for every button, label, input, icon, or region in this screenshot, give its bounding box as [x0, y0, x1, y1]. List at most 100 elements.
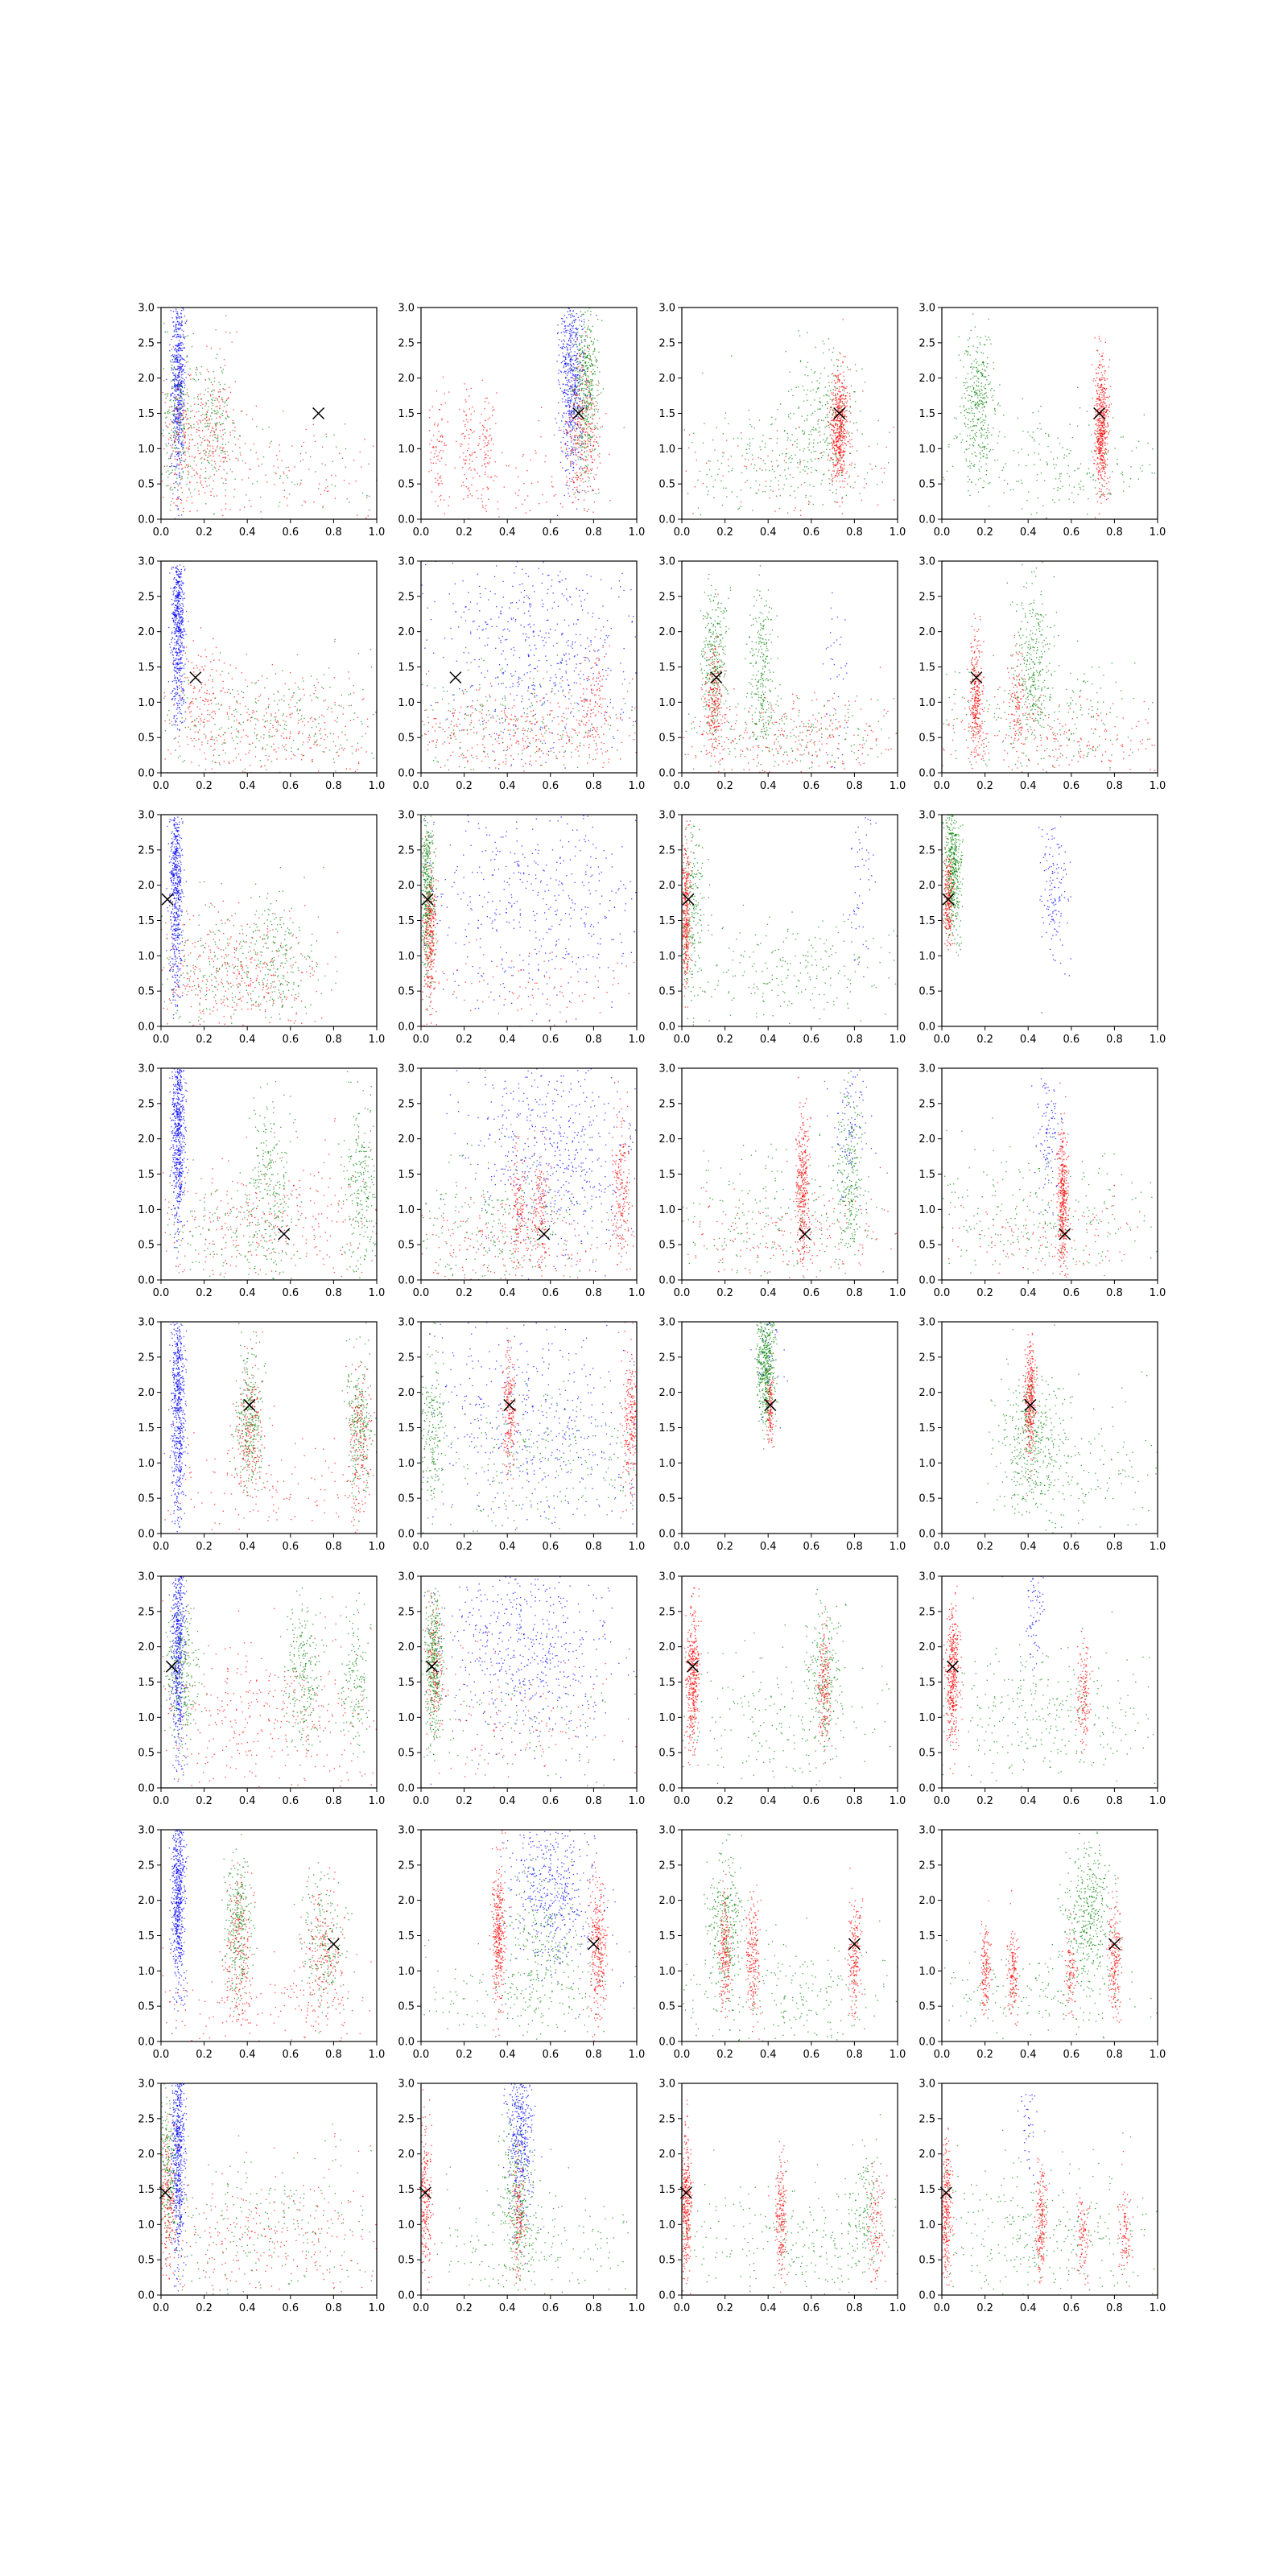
- point: [173, 330, 175, 332]
- point: [1104, 459, 1105, 460]
- point: [562, 506, 564, 508]
- point: [178, 385, 180, 386]
- point: [589, 394, 591, 396]
- point: [190, 374, 192, 376]
- point: [177, 345, 179, 348]
- point: [190, 405, 192, 407]
- point: [580, 407, 582, 409]
- point: [564, 315, 565, 316]
- point: [584, 326, 586, 328]
- point: [570, 355, 572, 357]
- point: [579, 468, 580, 469]
- point: [587, 346, 588, 348]
- point: [842, 361, 844, 362]
- point: [223, 456, 225, 458]
- point: [578, 366, 580, 368]
- point: [471, 495, 473, 497]
- point: [799, 449, 801, 451]
- point: [576, 346, 578, 348]
- point: [984, 398, 985, 399]
- point: [848, 464, 851, 465]
- point: [1099, 449, 1100, 451]
- point: [580, 335, 582, 336]
- point: [584, 460, 587, 461]
- point: [839, 380, 840, 382]
- point: [180, 343, 182, 345]
- point: [225, 478, 227, 480]
- point: [588, 434, 590, 436]
- point: [565, 377, 567, 378]
- point: [574, 399, 576, 401]
- point: [594, 365, 596, 367]
- point: [580, 320, 583, 322]
- point: [565, 346, 568, 348]
- point: [843, 427, 844, 429]
- point: [573, 481, 575, 483]
- point: [196, 374, 197, 376]
- point: [596, 441, 597, 443]
- point: [178, 322, 180, 324]
- point: [845, 494, 847, 497]
- point: [722, 433, 724, 435]
- point: [566, 481, 568, 484]
- point: [172, 493, 174, 495]
- point: [206, 425, 208, 427]
- point: [567, 344, 568, 345]
- point: [724, 412, 727, 414]
- point: [1104, 462, 1105, 464]
- point: [185, 361, 187, 363]
- point: [175, 354, 177, 357]
- point: [1097, 466, 1099, 468]
- point: [188, 442, 190, 444]
- point: [812, 503, 814, 506]
- point: [188, 374, 189, 375]
- point: [185, 320, 188, 323]
- point: [598, 351, 600, 353]
- point: [1096, 403, 1097, 405]
- point: [557, 332, 559, 335]
- point: [479, 436, 481, 437]
- point: [813, 451, 815, 452]
- point: [171, 472, 172, 473]
- point: [219, 405, 221, 407]
- point: [1103, 467, 1104, 469]
- point: [580, 466, 582, 468]
- point: [1098, 478, 1100, 481]
- point: [579, 401, 580, 402]
- point: [180, 388, 182, 390]
- point: [790, 418, 791, 419]
- point: [771, 423, 773, 425]
- point: [169, 412, 171, 414]
- point: [175, 324, 177, 326]
- point: [583, 365, 584, 367]
- point: [279, 444, 280, 446]
- point: [776, 430, 778, 431]
- point: [176, 349, 178, 351]
- point: [1100, 471, 1102, 473]
- point: [576, 328, 578, 331]
- point: [489, 477, 491, 478]
- point: [576, 379, 579, 382]
- point: [565, 393, 568, 394]
- point: [173, 367, 175, 369]
- point: [584, 490, 586, 492]
- point: [181, 383, 183, 385]
- point: [1100, 476, 1102, 477]
- point: [217, 411, 219, 413]
- point: [287, 505, 288, 506]
- point: [986, 363, 989, 365]
- point: [487, 442, 489, 444]
- point: [830, 390, 832, 391]
- point: [566, 317, 568, 319]
- point: [431, 447, 434, 448]
- point: [832, 461, 834, 464]
- point: [431, 469, 432, 472]
- point: [1092, 380, 1094, 382]
- point: [839, 425, 840, 427]
- point: [237, 460, 239, 461]
- point: [175, 396, 177, 398]
- point: [178, 361, 180, 363]
- point: [811, 428, 813, 431]
- point: [226, 404, 228, 407]
- point: [589, 329, 591, 331]
